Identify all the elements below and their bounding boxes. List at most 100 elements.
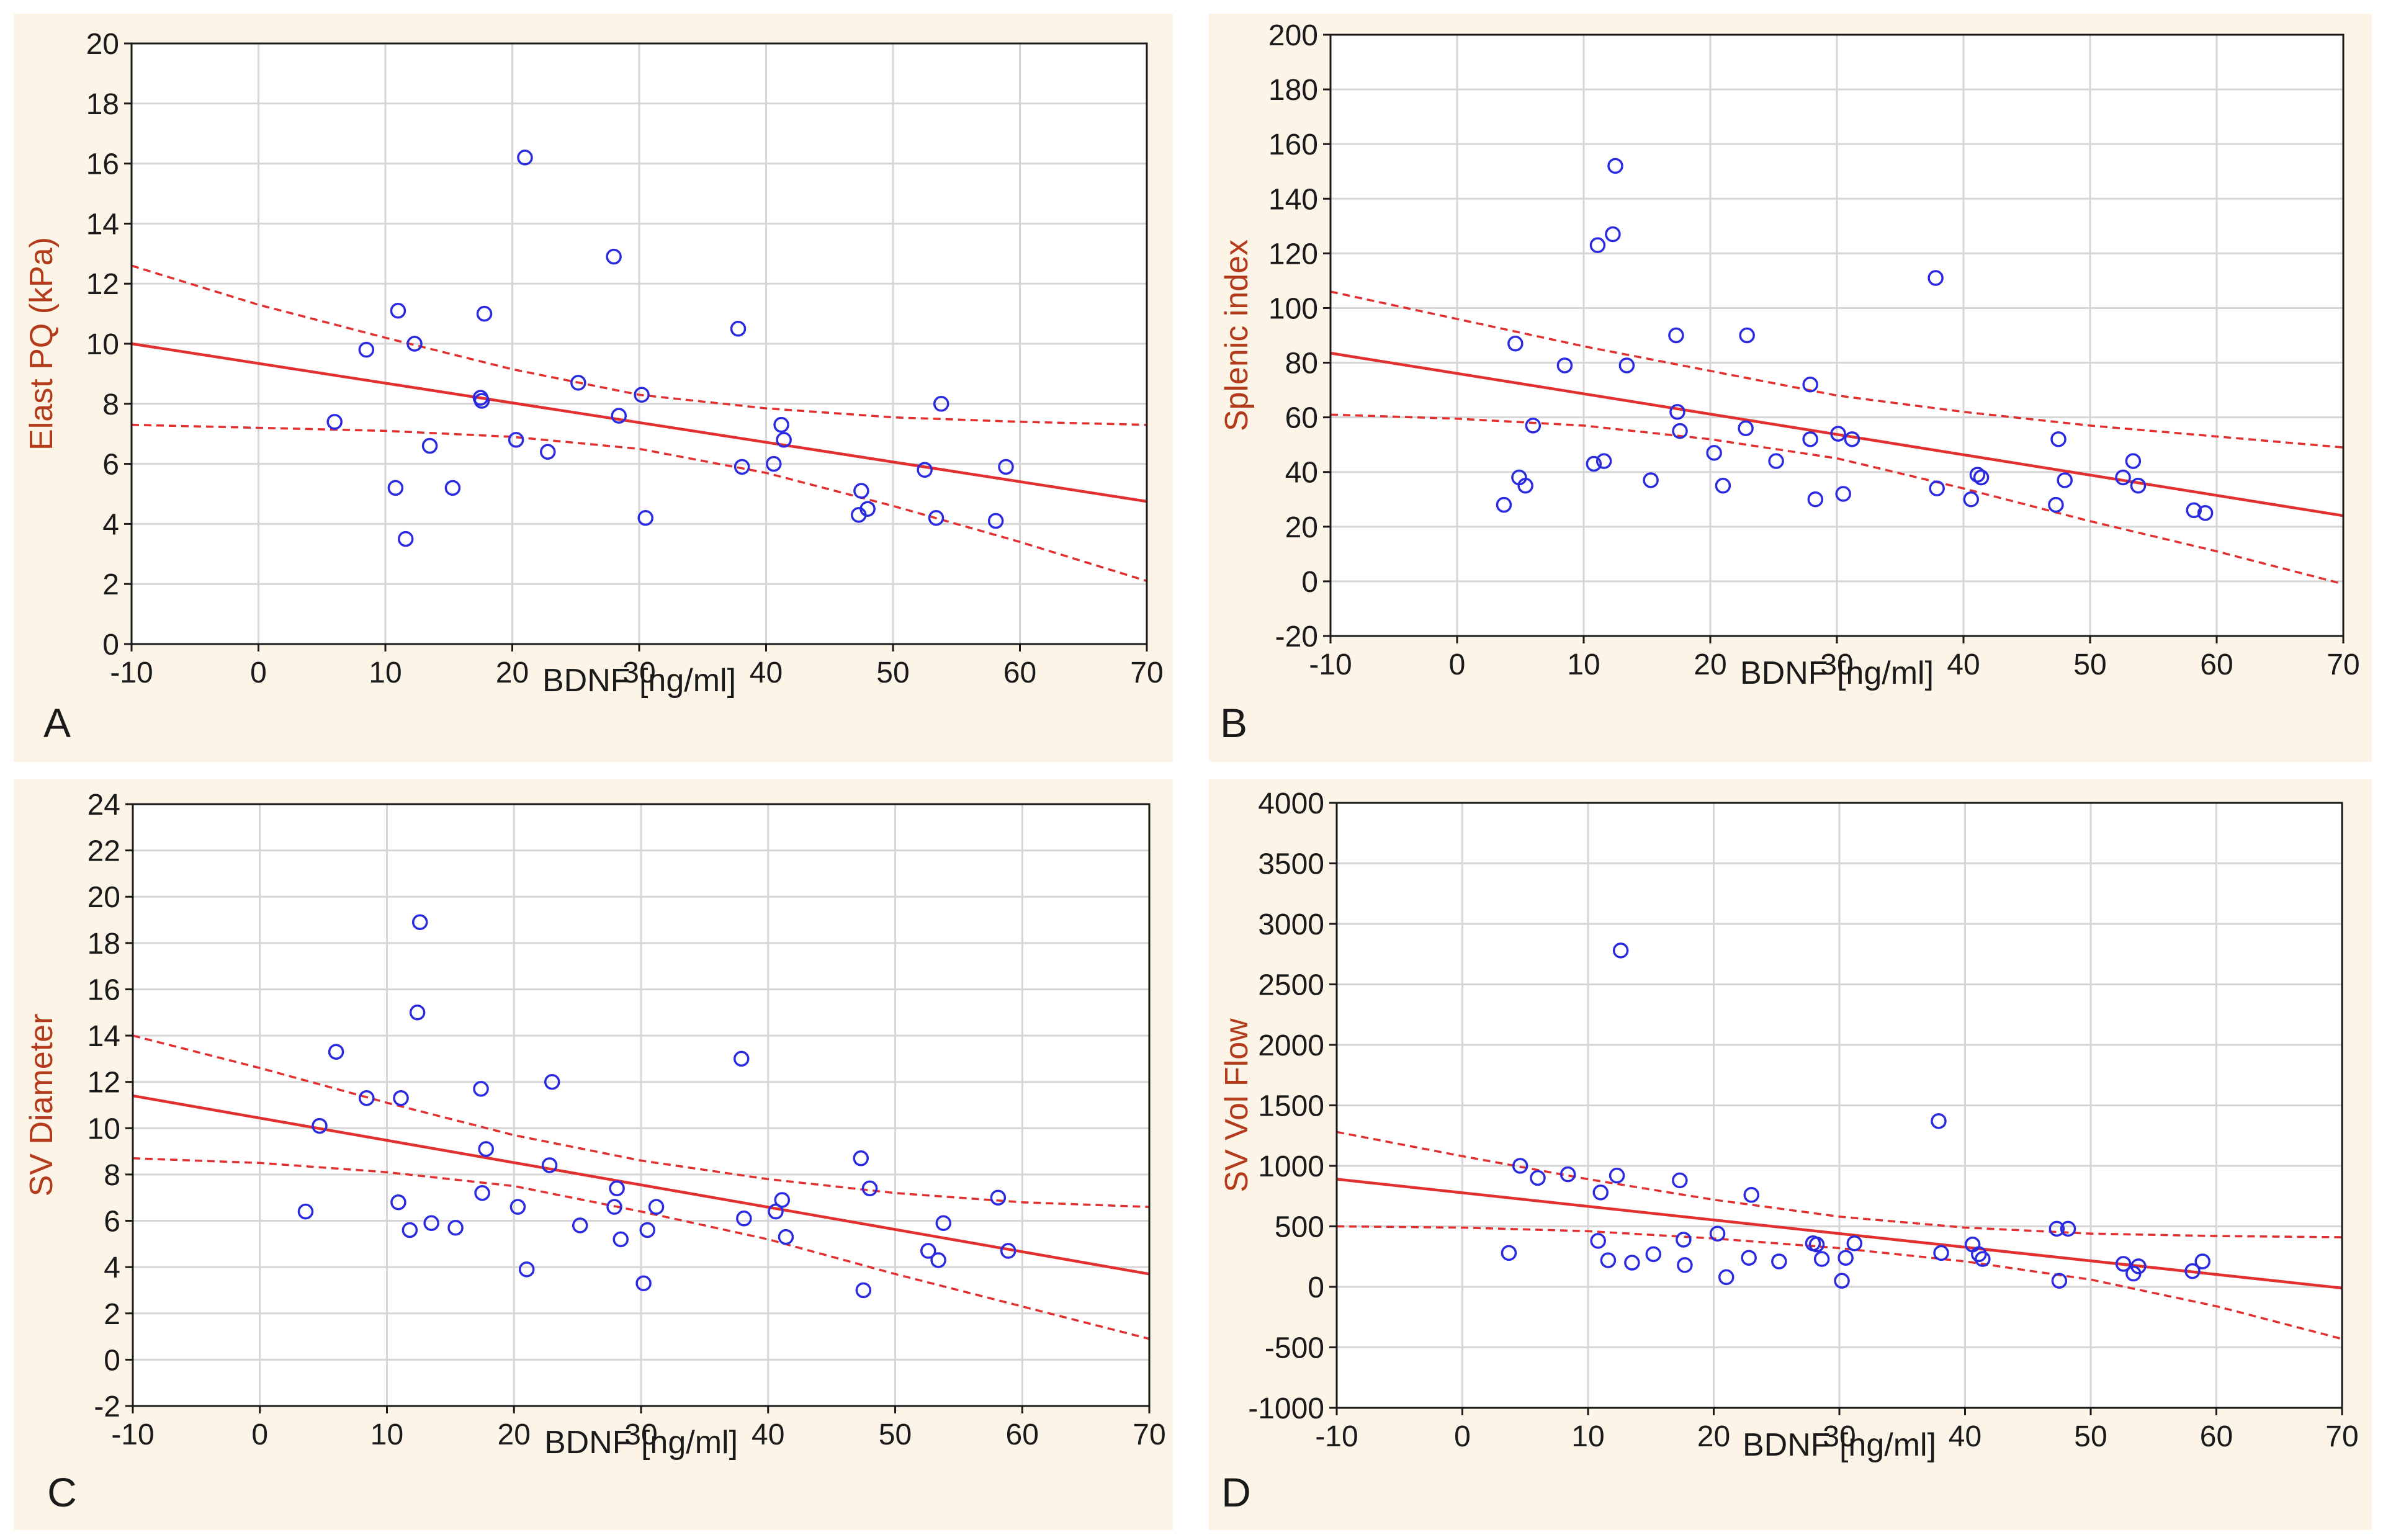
x-tick-label: 60 — [2200, 1420, 2233, 1453]
data-point — [1618, 357, 1635, 374]
data-point — [1517, 478, 1533, 494]
data-point — [402, 1222, 418, 1238]
y-tick-label: 20 — [86, 28, 119, 61]
x-tick-label: 50 — [2074, 1420, 2107, 1453]
data-point — [1802, 377, 1818, 393]
plot-frame-a — [130, 42, 1148, 645]
data-point — [1706, 445, 1722, 461]
data-point — [390, 303, 406, 319]
y-tick-label: -2 — [94, 1390, 120, 1423]
x-axis-label: BDNF [ng/ml] — [542, 663, 736, 699]
data-point — [421, 437, 438, 454]
data-point — [734, 1050, 750, 1067]
data-point — [1600, 1252, 1617, 1268]
y-tick-label: 24 — [88, 789, 120, 821]
data-point — [611, 408, 627, 424]
x-axis-label: BDNF [ng/ml] — [1740, 655, 1934, 691]
y-tick-label: 0 — [104, 1344, 120, 1377]
data-point — [476, 305, 493, 322]
regression-line — [1336, 1178, 2343, 1290]
y-tick-label: 6 — [104, 1206, 120, 1238]
y-tick-label: 16 — [88, 974, 120, 1006]
data-point — [2060, 1220, 2076, 1237]
data-point — [1844, 431, 1860, 447]
data-point — [1672, 423, 1688, 439]
data-point — [1605, 226, 1621, 243]
data-point — [1813, 1251, 1830, 1267]
data-point — [606, 248, 622, 265]
x-tick-label: 0 — [250, 656, 267, 689]
confidence-band-lower — [132, 1157, 1150, 1340]
data-point — [447, 1219, 464, 1236]
y-tick-label: 3000 — [1258, 908, 1324, 941]
data-point — [1718, 1269, 1735, 1286]
x-tick-label: 20 — [1694, 648, 1726, 681]
data-point — [736, 1211, 752, 1227]
x-tick-label: 10 — [1571, 1420, 1604, 1453]
regression-line — [132, 1094, 1150, 1276]
y-tick-label: 140 — [1268, 183, 1318, 216]
confidence-band-upper — [1330, 290, 2344, 449]
x-tick-label: 70 — [1133, 1418, 1165, 1451]
data-point — [2051, 1273, 2068, 1289]
panel-letter: B — [1220, 700, 1247, 746]
y-axis-label: Splenic index — [1219, 240, 1255, 431]
y-tick-label: 2 — [104, 1298, 120, 1331]
y-tick-label: 18 — [86, 88, 119, 121]
x-tick-label: 50 — [876, 656, 909, 689]
x-tick-label: 20 — [498, 1418, 531, 1451]
data-point — [474, 1185, 490, 1201]
x-tick-label: 0 — [1454, 1420, 1471, 1453]
data-point — [1609, 1167, 1625, 1184]
x-tick-label: 30 — [624, 1418, 657, 1451]
y-tick-label: 14 — [88, 1020, 120, 1053]
data-point — [1512, 1158, 1528, 1174]
data-point — [609, 1180, 625, 1197]
y-tick-label: 20 — [88, 881, 120, 914]
data-point — [328, 1044, 344, 1060]
data-point — [1586, 455, 1602, 472]
data-point — [1668, 327, 1684, 344]
y-tick-label: 6 — [102, 449, 119, 481]
data-point — [406, 336, 423, 352]
data-point — [998, 459, 1014, 475]
regression-line — [1330, 351, 2344, 517]
data-point — [1507, 335, 1524, 352]
data-point — [1835, 486, 1851, 502]
x-axis-label: BDNF [ng/ml] — [1743, 1427, 1936, 1463]
x-tick-label: -10 — [1309, 648, 1352, 681]
data-point — [639, 1222, 655, 1238]
data-point — [2057, 472, 2073, 488]
data-point — [517, 150, 533, 166]
data-point — [540, 444, 556, 460]
y-axis-label: SV Vol Flow — [1219, 1018, 1255, 1193]
x-tick-label: 10 — [1567, 648, 1600, 681]
y-tick-label: 3500 — [1258, 848, 1324, 881]
data-point — [855, 1282, 872, 1299]
x-tick-label: 40 — [752, 1418, 784, 1451]
y-tick-label: 200 — [1268, 19, 1318, 52]
x-tick-label: 40 — [1949, 1420, 1981, 1453]
data-point — [613, 1231, 629, 1248]
data-point — [861, 1180, 878, 1197]
data-point — [387, 480, 404, 496]
y-tick-label: 40 — [1285, 457, 1318, 490]
y-tick-label: 500 — [1275, 1211, 1324, 1244]
data-point — [1739, 327, 1755, 344]
data-point — [544, 1073, 560, 1090]
data-point — [2115, 469, 2131, 486]
y-tick-label: 0 — [1308, 1271, 1324, 1304]
data-point — [1496, 496, 1512, 513]
x-tick-label: 70 — [2325, 1420, 2358, 1453]
x-tick-label: 30 — [622, 656, 655, 689]
y-tick-label: -1000 — [1248, 1392, 1324, 1425]
data-point — [444, 480, 461, 496]
y-tick-label: 1500 — [1258, 1090, 1324, 1123]
data-point — [1771, 1253, 1787, 1269]
plot-frame-d — [1335, 802, 2343, 1409]
data-point — [1556, 357, 1573, 374]
data-point — [570, 375, 586, 391]
x-tick-label: 40 — [1947, 648, 1980, 681]
data-point — [2194, 1253, 2210, 1269]
data-point — [1715, 478, 1731, 494]
